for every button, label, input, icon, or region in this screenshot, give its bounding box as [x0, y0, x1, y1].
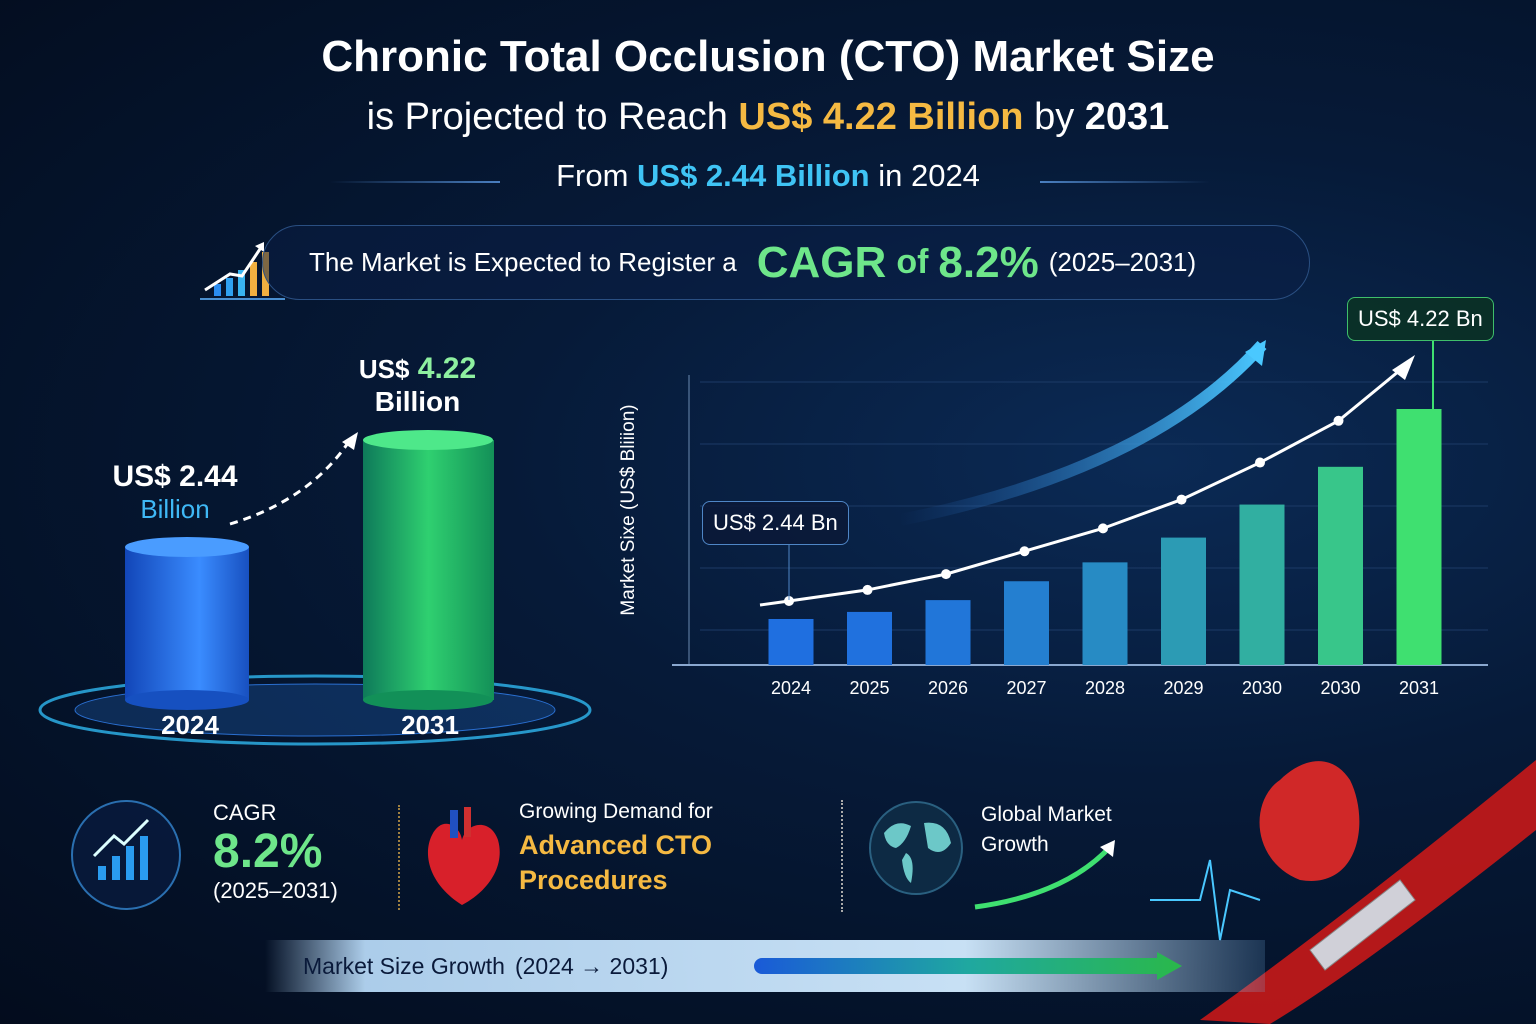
start-value-label: US$ 2.44 Billion [112, 460, 238, 524]
divider [841, 800, 843, 912]
footer-arrow-icon [754, 952, 1182, 980]
x-tick-label: 2027 [1006, 678, 1046, 698]
page-title: Chronic Total Occlusion (CTO) Market Siz… [321, 32, 1215, 81]
x-tick-label: 2031 [1399, 678, 1439, 698]
trend-point [862, 584, 873, 595]
globe-icon [869, 801, 963, 895]
trend-line [759, 360, 1411, 607]
trend-point [1176, 494, 1187, 505]
bar-2029 [1161, 537, 1206, 665]
growth-arrow-icon [974, 840, 1115, 910]
bar-2027 [1004, 581, 1049, 665]
x-tick-label: 2029 [1163, 678, 1203, 698]
demand-card: Growing Demand for Advanced CTO Procedur… [519, 800, 713, 895]
heart-stent-illustration [1150, 760, 1536, 1024]
end-annotation: US$ 4.22 Bn [1347, 297, 1494, 341]
bar-2028 [1082, 562, 1128, 665]
trend-arrowhead [1392, 355, 1415, 380]
bar-chart-growth-icon [71, 800, 181, 910]
x-tick-label: 2030 [1242, 678, 1282, 698]
start-annotation: US$ 2.44 Bn [702, 501, 849, 545]
bar-2030 [1318, 466, 1363, 665]
trend-point [1333, 415, 1344, 426]
divider [330, 181, 500, 183]
cagr-card: CAGR 8.2% (2025–2031) [213, 800, 338, 903]
end-value-label: US$ 4.22 Billion [358, 352, 477, 417]
trend-arrow-blue [898, 340, 1267, 526]
heart-icon [427, 807, 500, 905]
x-tick-label: 2026 [928, 678, 968, 698]
x-tick-label: 2025 [849, 678, 889, 698]
bar-2025 [847, 611, 892, 665]
x-tick-label: 2028 [1085, 678, 1125, 698]
cylinder-2024 [125, 537, 249, 710]
trend-point [1019, 546, 1030, 557]
x-tick-label: 2030 [1320, 678, 1360, 698]
global-growth-card: Global Market Growth [981, 803, 1112, 856]
cylinder-2031 [363, 430, 494, 710]
bar-2031 [1396, 409, 1442, 665]
x-tick-label: 2024 [771, 678, 811, 698]
y-axis-label: Market Sixe (US$ Bliiion) [618, 404, 639, 615]
cagr-banner: The Market is Expected to Register a CAG… [262, 225, 1310, 300]
subtitle: is Projected to Reach US$ 4.22 Billion b… [366, 96, 1170, 138]
trend-point [1255, 457, 1265, 468]
divider [398, 805, 400, 910]
bar-2026 [925, 600, 971, 665]
base-value-line: From US$ 2.44 Billion in 2024 [556, 158, 980, 193]
bar-2024 [768, 618, 814, 665]
trend-point [1098, 523, 1108, 534]
trend-point [784, 595, 794, 606]
year-2024-label: 2024 [161, 710, 219, 740]
trend-point [941, 569, 951, 580]
bar-2030 [1239, 504, 1285, 665]
cylinder-comparison [38, 430, 592, 746]
year-2031-label: 2031 [401, 710, 459, 740]
